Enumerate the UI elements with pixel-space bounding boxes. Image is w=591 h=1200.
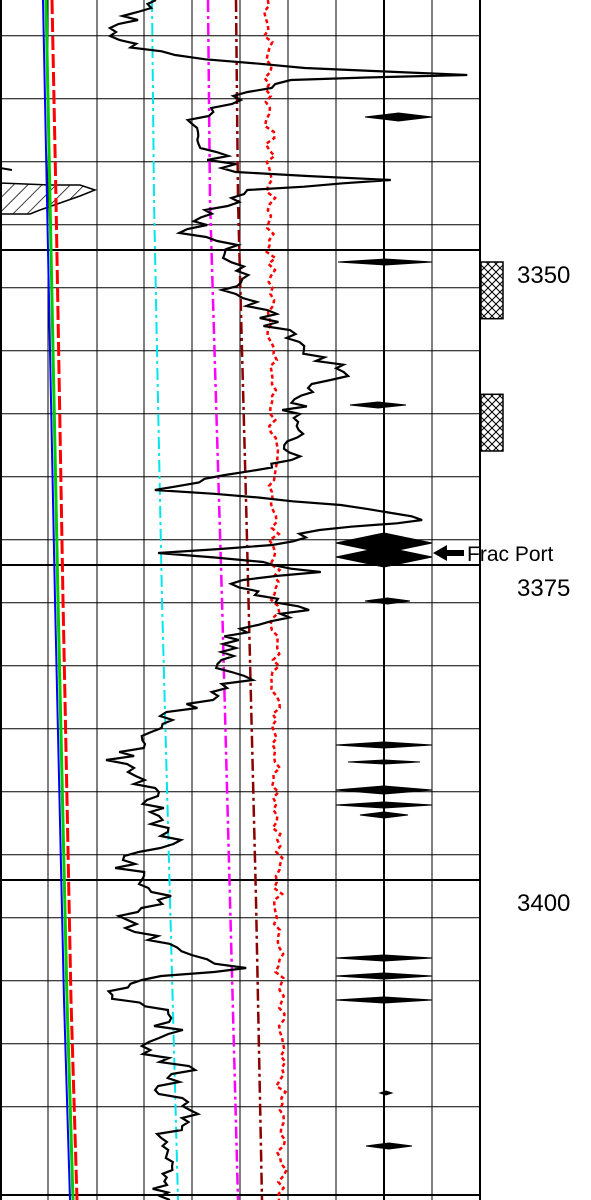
curves	[42, 0, 468, 1200]
event-bar	[335, 532, 433, 554]
depth-label-3350: 3350	[517, 262, 570, 289]
event-bar	[359, 811, 409, 819]
event-bar	[335, 801, 433, 809]
curve-red-left	[50, 0, 79, 1200]
event-bar	[335, 741, 433, 749]
curve-green	[44, 0, 75, 1200]
event-bar	[335, 972, 433, 980]
event-bar	[335, 954, 433, 962]
perforation-box	[480, 393, 504, 452]
curve-cyan	[151, 0, 179, 1200]
curve-black	[105, 0, 468, 1200]
curve-magenta	[206, 0, 240, 1200]
frac-port-arrow-icon	[433, 545, 464, 561]
event-bar	[364, 112, 433, 122]
event-bar	[337, 258, 433, 266]
curve-blue	[42, 0, 71, 1200]
event-bar	[335, 996, 433, 1004]
curve-darkred	[234, 0, 264, 1200]
event-bar	[347, 759, 421, 765]
perforation-track	[480, 261, 504, 452]
frac-port-label: Frac Port	[467, 543, 554, 566]
event-bar	[378, 1090, 394, 1096]
event-bar	[349, 401, 407, 409]
frac-port-annotation: Frac Port	[433, 543, 554, 566]
event-bar	[365, 1142, 413, 1150]
event-bars	[335, 112, 433, 1150]
perforation-box	[480, 261, 504, 320]
curve-red-dotted	[262, 0, 289, 1200]
event-bar	[335, 546, 433, 568]
event-bar	[335, 785, 433, 795]
depth-label-3375: 3375	[517, 575, 570, 602]
depth-label-3400: 3400	[517, 890, 570, 917]
event-bar	[364, 597, 411, 605]
hatch-tick	[0, 167, 13, 171]
